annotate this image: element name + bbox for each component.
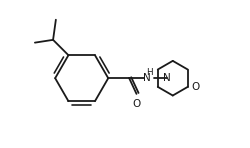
- Text: O: O: [191, 82, 199, 92]
- Text: H: H: [146, 68, 152, 77]
- Text: N: N: [163, 73, 171, 83]
- Text: O: O: [132, 99, 141, 109]
- Text: N: N: [143, 73, 151, 83]
